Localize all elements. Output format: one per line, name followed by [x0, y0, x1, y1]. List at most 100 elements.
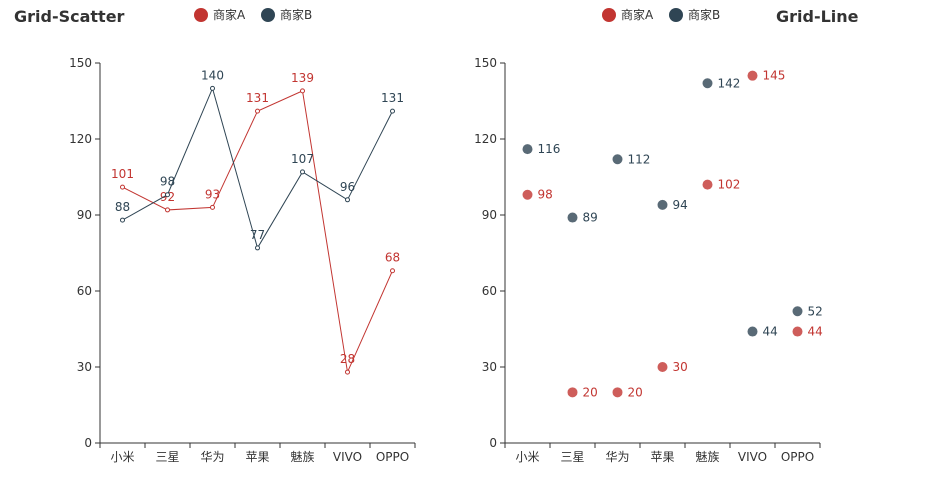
chart-title-left: Grid-Scatter — [14, 7, 125, 26]
left-series-2-point-6[interactable] — [390, 108, 395, 114]
left-x-tick-label-1: 三星 — [155, 450, 179, 464]
right-y-tick-label-2: 60 — [482, 284, 497, 298]
right-legend-label-1[interactable]: 商家A — [621, 7, 654, 22]
left-series-1-point-6[interactable] — [390, 268, 395, 274]
left-series-1-point-3[interactable] — [255, 108, 260, 114]
left-series-2-point-0[interactable] — [120, 217, 125, 223]
left-series-1-point-4[interactable] — [300, 88, 305, 94]
left-series-1-point-0[interactable] — [120, 184, 125, 190]
right-series-1-point-2[interactable] — [612, 387, 623, 398]
left-series-1-label-4: 139 — [291, 71, 314, 85]
left-legend-label-2[interactable]: 商家B — [280, 7, 312, 22]
legend-left[interactable]: 商家A 商家B — [194, 7, 312, 22]
left-series-2-label-3: 77 — [250, 228, 265, 242]
right-series-1-label-0: 98 — [538, 188, 553, 202]
left-series-2-label-0: 88 — [115, 200, 130, 214]
left-series-2-label-5: 96 — [340, 180, 355, 194]
right-series-2-point-6[interactable] — [792, 306, 803, 317]
plot-left: 0306090120150小米三星华为苹果魅族VIVOOPPO101929313… — [69, 56, 416, 464]
right-series-2-point-3[interactable] — [657, 199, 668, 210]
left-series-2-point-5[interactable] — [345, 197, 350, 203]
right-x-tick-label-6: OPPO — [781, 450, 814, 464]
left-x-tick-label-0: 小米 — [110, 450, 134, 464]
left-x-tick-label-6: OPPO — [376, 450, 409, 464]
right-series-2-label-2: 112 — [628, 152, 651, 166]
left-legend-marker-1[interactable] — [194, 8, 208, 22]
left-y-tick-label-3: 90 — [77, 208, 92, 222]
left-series-2-label-1: 98 — [160, 175, 175, 189]
right-series-2-label-3: 94 — [673, 198, 688, 212]
right-series-1-point-6[interactable] — [792, 326, 803, 337]
right-series-2-label-0: 116 — [538, 142, 561, 156]
right-series-2-point-5[interactable] — [747, 326, 758, 337]
left-y-tick-label-4: 120 — [69, 132, 92, 146]
right-x-tick-label-4: 魅族 — [695, 449, 719, 464]
right-series-1-point-4[interactable] — [702, 179, 713, 190]
chart-title-right: Grid-Line — [776, 7, 859, 26]
right-series-2-point-4[interactable] — [702, 78, 713, 89]
right-x-tick-label-1: 三星 — [560, 450, 584, 464]
left-series-1-label-5: 28 — [340, 352, 355, 366]
legend-right[interactable]: 商家A 商家B — [602, 7, 720, 22]
right-series-1-label-5: 145 — [763, 69, 786, 83]
right-x-tick-label-0: 小米 — [515, 450, 539, 464]
left-series-1-label-6: 68 — [385, 251, 400, 265]
right-series-1-label-2: 20 — [628, 385, 643, 399]
right-series-1-point-5[interactable] — [747, 70, 758, 81]
right-series-2-label-6: 52 — [808, 304, 823, 318]
right-series-1-label-1: 20 — [583, 385, 598, 399]
plot-right: 0 30 60 90 120 150 小米 三星 华为 苹果 魅族 VIVO OPPO 98 20 20 30 1… — [474, 56, 823, 464]
left-y-tick-label-0: 0 — [84, 436, 92, 450]
left-series-1-point-2[interactable] — [210, 204, 215, 210]
right-y-tick-label-3: 90 — [482, 208, 497, 222]
right-series-1-point-1[interactable] — [567, 387, 578, 398]
left-y-tick-label-2: 60 — [77, 284, 92, 298]
right-series-1-point-0[interactable] — [522, 189, 533, 200]
right-series-2-point-0[interactable] — [522, 144, 533, 155]
left-series-1-label-2: 93 — [205, 187, 220, 201]
left-x-tick-label-2: 华为 — [200, 450, 224, 464]
left-series-1-label-3: 131 — [246, 91, 269, 105]
left-series-1: 10192931311392868 — [111, 71, 400, 375]
right-series-1-point-3[interactable] — [657, 362, 668, 372]
right-y-tick-label-5: 150 — [474, 56, 497, 70]
left-series-2-point-4[interactable] — [300, 169, 305, 175]
right-series-2-label-4: 142 — [718, 76, 741, 90]
right-series-2-point-1[interactable] — [567, 212, 578, 223]
left-legend-label-1[interactable]: 商家A — [213, 7, 246, 22]
left-series-2-point-1[interactable] — [165, 192, 170, 198]
right-series-1: 98 20 20 30 102 145 44 — [522, 69, 823, 399]
left-series-1-label-0: 101 — [111, 167, 134, 181]
right-series-2: 116 89 112 94 142 44 52 — [522, 76, 823, 339]
left-y-tick-label-1: 30 — [77, 360, 92, 374]
right-x-tick-label-5: VIVO — [738, 450, 767, 464]
right-x-tick-label-3: 苹果 — [650, 450, 674, 464]
right-series-1-label-3: 30 — [673, 360, 688, 374]
right-series-1-label-6: 44 — [808, 325, 823, 339]
right-series-2-label-1: 89 — [583, 211, 598, 225]
left-x-tick-label-3: 苹果 — [245, 450, 269, 464]
left-series-2-point-2[interactable] — [210, 85, 215, 91]
right-legend-marker-1[interactable] — [602, 8, 616, 22]
right-series-2-point-2[interactable] — [612, 154, 623, 165]
right-series-2-label-5: 44 — [763, 325, 778, 339]
left-series-2-point-3[interactable] — [255, 245, 260, 251]
left-series-2-label-4: 107 — [291, 152, 314, 166]
right-series-1-label-4: 102 — [718, 178, 741, 192]
left-series-1-point-1[interactable] — [165, 207, 170, 213]
right-y-tick-label-4: 120 — [474, 132, 497, 146]
left-x-tick-label-4: 魅族 — [290, 449, 314, 464]
right-y-tick-label-1: 30 — [482, 360, 497, 374]
left-legend-marker-2[interactable] — [261, 8, 275, 22]
right-legend-marker-2[interactable] — [669, 8, 683, 22]
right-legend-label-2[interactable]: 商家B — [688, 7, 720, 22]
right-x-tick-label-2: 华为 — [605, 450, 629, 464]
right-y-tick-label-0: 0 — [489, 436, 497, 450]
left-x-tick-label-5: VIVO — [333, 450, 362, 464]
left-series-2-label-6: 131 — [381, 91, 404, 105]
left-series-2-label-2: 140 — [201, 68, 224, 82]
left-series-1-point-5[interactable] — [345, 369, 350, 375]
left-series-2: 88 98 140 77 107 96 131 — [115, 68, 404, 251]
